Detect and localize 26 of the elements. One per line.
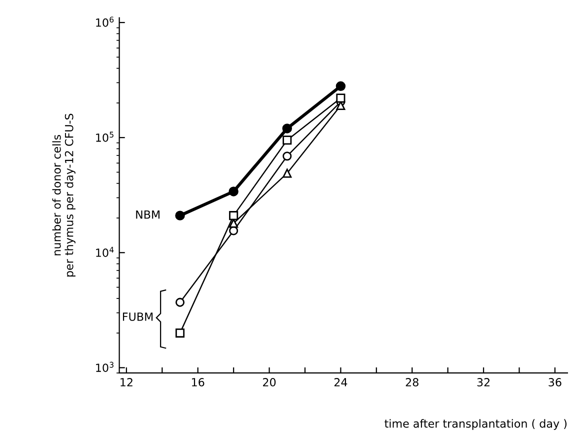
x-tick-label: 20 [263, 378, 276, 386]
point [282, 168, 292, 178]
y-tick-label: 10$^{3}$ [96, 362, 114, 372]
point [176, 328, 185, 338]
x-tick-label: 12 [120, 378, 132, 386]
point [282, 152, 292, 161]
y-tick-label: 10$^{4}$ [96, 246, 114, 257]
point [175, 210, 185, 220]
x-axis-title: time after transplantation ( day ) [384, 419, 566, 430]
point [176, 298, 185, 307]
point [282, 136, 292, 145]
point [282, 124, 292, 134]
point [229, 211, 238, 220]
y-tick-label: 10$^{5}$ [96, 132, 114, 142]
annotation: NBM [136, 210, 160, 219]
y-axis-title: number of donor cells per thymus per day-12 CFU-S [52, 114, 76, 277]
annotation: FUBM [122, 312, 153, 321]
x-tick-label: 28 [406, 378, 418, 386]
point [336, 81, 346, 91]
x-tick-label: 32 [477, 378, 490, 386]
point [336, 94, 346, 103]
x-tick-label: 36 [548, 378, 562, 386]
y-tick-label: 10$^{6}$ [96, 16, 114, 27]
point [228, 186, 238, 196]
x-tick-label: 24 [334, 378, 348, 386]
x-tick-label: 16 [192, 378, 204, 386]
